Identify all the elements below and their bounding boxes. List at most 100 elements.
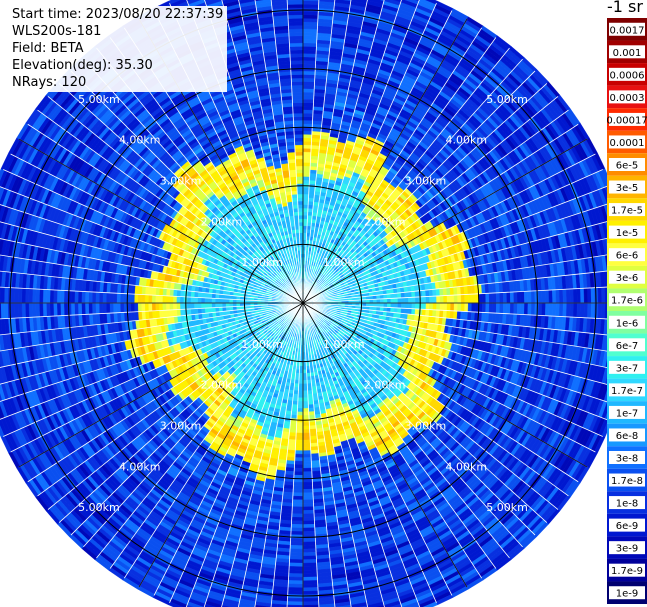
range-gate-cell <box>302 109 314 114</box>
range-gate-cell <box>302 88 315 93</box>
range-gate-cell <box>302 179 310 184</box>
range-gate-cell <box>397 292 402 299</box>
range-gate-cell <box>597 302 603 319</box>
range-gate-cell <box>404 291 409 298</box>
range-gate-cell <box>562 302 567 318</box>
range-gate-cell <box>302 130 313 135</box>
range-gate-cell <box>481 302 487 313</box>
range-gate-cell <box>302 112 314 118</box>
range-gate-cell <box>576 288 581 304</box>
range-gate-cell <box>407 291 413 298</box>
range-gate-cell <box>302 116 313 121</box>
range-gate-cell <box>302 204 309 209</box>
range-gate-cell <box>562 288 567 304</box>
range-gate-cell <box>302 151 312 156</box>
range-gate-cell <box>446 302 451 311</box>
range-gate-cell <box>394 302 399 309</box>
range-gate-cell <box>302 32 318 37</box>
range-gate-cell <box>376 298 381 304</box>
range-gate-cell <box>534 290 539 304</box>
range-gate-cell <box>436 295 441 304</box>
range-gate-cell <box>401 302 406 309</box>
range-gate-cell <box>302 221 308 226</box>
ray-separator <box>302 10 453 304</box>
range-gate-cell <box>302 211 308 216</box>
ray-separator <box>302 0 320 304</box>
range-gate-cell <box>523 302 529 315</box>
range-gate-cell <box>534 302 539 316</box>
range-gate-cell <box>393 292 399 299</box>
range-gate-cell <box>390 307 395 313</box>
range-gate-cell <box>404 302 409 309</box>
range-gate-cell <box>302 25 318 30</box>
range-gate-cell <box>302 137 312 142</box>
range-gate-cell <box>573 288 578 304</box>
range-gate-cell <box>308 197 315 202</box>
range-gate-cell <box>429 302 434 311</box>
range-gate-cell <box>573 302 578 318</box>
range-gate-cell <box>559 302 564 317</box>
range-gate-cell <box>302 67 316 72</box>
ray-separator <box>302 0 420 304</box>
range-gate-cell <box>520 291 525 304</box>
range-gate-cell <box>590 287 596 304</box>
range-gate-cell <box>432 302 437 311</box>
range-gate-cell <box>495 302 501 314</box>
range-gate-cell <box>393 307 399 314</box>
range-gate-cell <box>302 193 309 198</box>
range-gate-cell <box>302 0 320 5</box>
range-gate-cell <box>302 21 318 26</box>
range-gate-cell <box>492 292 497 304</box>
range-gate-cell <box>506 302 511 315</box>
range-gate-cell <box>580 288 585 304</box>
range-gate-cell <box>443 302 448 311</box>
range-gate-cell <box>302 165 311 170</box>
range-gate-cell <box>401 297 406 304</box>
range-gate-cell <box>408 302 413 309</box>
range-gate-cell <box>302 74 316 79</box>
range-gate-cell <box>415 0 420 2</box>
range-gate-cell <box>516 291 522 304</box>
range-gate-cell <box>527 302 532 316</box>
ray-separator <box>302 0 368 304</box>
range-gate-cell <box>302 214 308 219</box>
range-gate-cell <box>390 302 395 308</box>
range-gate-cell <box>302 39 318 44</box>
range-gate-cell <box>415 302 420 310</box>
range-gate-cell <box>471 293 476 304</box>
range-gate-cell <box>383 298 388 304</box>
range-gate-cell <box>302 0 320 2</box>
range-gate-cell <box>376 302 381 308</box>
range-gate-cell <box>307 200 314 206</box>
range-gate-cell <box>302 14 319 19</box>
range-gate-cell <box>302 60 316 65</box>
range-gate-cell <box>583 287 589 304</box>
range-gate-cell <box>411 296 416 304</box>
range-gate-cell <box>404 297 409 304</box>
range-gate-cell <box>302 10 319 16</box>
range-gate-cell <box>453 294 458 304</box>
range-gate-cell <box>488 292 494 304</box>
range-gate-cell <box>302 158 311 163</box>
range-gate-cell <box>302 3 319 9</box>
range-gate-cell <box>307 215 313 220</box>
range-gate-cell <box>302 169 311 174</box>
range-gate-cell <box>302 98 314 104</box>
range-gate-cell <box>397 297 402 304</box>
range-gate-cell <box>302 200 309 205</box>
range-gate-cell <box>407 308 413 315</box>
range-gate-cell <box>411 291 416 298</box>
range-gate-cell <box>597 287 603 304</box>
range-gate-cell <box>485 293 490 304</box>
range-gate-cell <box>397 307 402 314</box>
range-gate-cell <box>307 207 314 213</box>
range-gate-cell <box>538 302 543 316</box>
range-gate-cell <box>555 302 560 317</box>
range-gate-cell <box>400 307 406 314</box>
range-gate-cell <box>492 302 497 314</box>
range-gate-cell <box>302 70 316 75</box>
range-gate-cell <box>302 197 309 202</box>
range-gate-cell <box>545 289 550 304</box>
range-gate-cell <box>302 119 313 125</box>
range-gate-cell <box>429 295 434 304</box>
